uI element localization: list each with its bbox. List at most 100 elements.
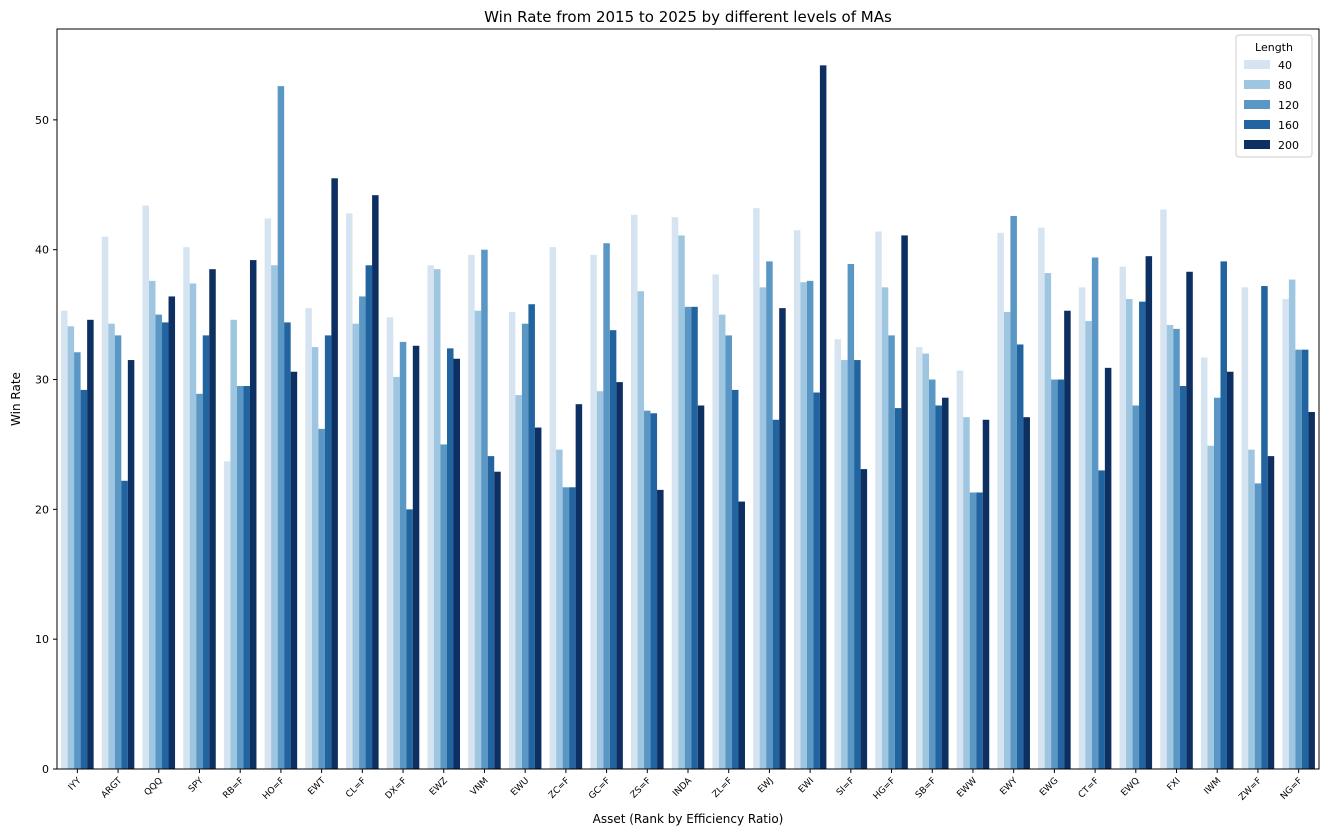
bar-EWZ-80 <box>433 269 441 769</box>
bar-ZC=F-200 <box>575 404 583 769</box>
bar-EWQ-160 <box>1139 301 1146 769</box>
bar-CL=F-160 <box>365 265 373 769</box>
x-tick-label-EWT: EWT <box>306 776 328 798</box>
y-axis: 0 10 20 30 40 50 <box>35 114 57 776</box>
bar-EWJ-80 <box>759 287 767 769</box>
x-tick-label-SI=F: SI=F <box>835 776 857 798</box>
bar-EWQ-40 <box>1119 266 1127 769</box>
x-tick-label-EWQ: EWQ <box>1120 776 1142 798</box>
bar-HO=F-40 <box>264 218 272 770</box>
bar-IWM-120 <box>1213 397 1221 769</box>
bar-EWI-40 <box>793 230 801 770</box>
y-tick-label: 20 <box>35 503 49 516</box>
bar-QQQ-120 <box>155 314 163 769</box>
bar-HG=F-80 <box>881 287 889 769</box>
bar-EWY-40 <box>997 232 1004 769</box>
x-tick-label-ZW=F: ZW=F <box>1237 776 1264 803</box>
bar-CL=F-80 <box>352 323 360 769</box>
bar-ZW=F-160 <box>1261 286 1268 769</box>
bar-INDA-80 <box>678 235 685 770</box>
x-tick-label-NG=F: NG=F <box>1279 776 1305 802</box>
x-tick-label-SB=F: SB=F <box>914 776 938 800</box>
bar-EWT-120 <box>318 428 325 769</box>
bar-EWW-160 <box>976 492 983 769</box>
bar-IWM-40 <box>1200 357 1208 769</box>
bar-QQQ-200 <box>168 296 176 769</box>
bar-IYY-200 <box>87 319 94 769</box>
bar-ZW=F-200 <box>1267 456 1275 769</box>
x-tick-label-DX=F: DX=F <box>384 776 409 801</box>
bar-ZC=F-120 <box>562 487 570 769</box>
bar-EWG-200 <box>1064 310 1071 769</box>
x-tick-label-EWW: EWW <box>955 776 979 800</box>
bar-GC=F-120 <box>603 243 610 769</box>
bar-EWT-200 <box>331 178 338 770</box>
bar-EWJ-120 <box>766 261 773 769</box>
bar-ZL=F-120 <box>725 335 732 769</box>
legend-label-80: 80 <box>1278 79 1292 92</box>
chart-title: Win Rate from 2015 to 2025 by different … <box>484 8 892 26</box>
x-axis: IYY ARGT QQQ SPY RB=F HO=F EWT CL=F DX=F EWZ VNM EW… <box>67 769 1305 803</box>
bar-SPY-80 <box>189 283 197 769</box>
bar-ZS=F-40 <box>631 214 638 769</box>
bar-EWY-80 <box>1003 312 1011 769</box>
y-tick-label: 40 <box>35 244 49 257</box>
bar-EWQ-80 <box>1126 299 1133 769</box>
x-tick-label-EWU: EWU <box>509 776 531 798</box>
bar-ARGT-80 <box>108 323 115 769</box>
bar-DX=F-120 <box>399 341 407 769</box>
bar-SI=F-120 <box>847 263 855 769</box>
bar-CT=F-160 <box>1098 470 1105 769</box>
bar-EWT-160 <box>324 335 332 769</box>
bar-CT=F-40 <box>1078 287 1086 769</box>
legend-swatch-120 <box>1244 100 1270 109</box>
bar-EWW-200 <box>982 419 990 769</box>
x-tick-label-FXI: FXI <box>1166 776 1183 793</box>
bar-EWU-160 <box>528 304 535 769</box>
bar-NG=F-160 <box>1301 349 1309 769</box>
x-tick-label-EWJ: EWJ <box>756 776 775 795</box>
bar-SB=F-200 <box>942 397 949 769</box>
bar-ARGT-160 <box>121 480 128 769</box>
legend-swatch-80 <box>1244 80 1270 89</box>
bar-HG=F-40 <box>875 231 882 769</box>
bar-ZC=F-160 <box>569 487 576 769</box>
x-tick-label-ZL=F: ZL=F <box>711 776 735 800</box>
bar-FXI-160 <box>1179 386 1187 769</box>
x-tick-label-CL=F: CL=F <box>344 776 368 800</box>
bar-DX=F-80 <box>393 376 400 769</box>
legend-title: Length <box>1255 41 1293 54</box>
x-tick-label-RB=F: RB=F <box>221 776 246 801</box>
bar-EWT-80 <box>311 347 319 769</box>
bar-SPY-200 <box>209 269 216 769</box>
bar-EWI-120 <box>806 280 814 769</box>
bar-RB=F-200 <box>249 260 257 769</box>
y-tick-label: 50 <box>35 114 49 127</box>
bar-VNM-200 <box>494 471 501 769</box>
bar-EWI-80 <box>800 282 807 769</box>
bar-IYY-160 <box>80 389 88 769</box>
bar-ARGT-200 <box>127 360 135 769</box>
x-tick-label-EWY: EWY <box>999 776 1021 798</box>
bar-EWU-200 <box>534 427 542 769</box>
bar-EWZ-120 <box>440 444 447 769</box>
bar-HG=F-120 <box>888 335 895 769</box>
x-tick-label-EWG: EWG <box>1038 776 1060 798</box>
bar-VNM-40 <box>468 254 475 769</box>
legend: Length 40 80 120 160 200 <box>1235 34 1313 158</box>
bar-EWG-120 <box>1051 379 1058 769</box>
bar-SI=F-40 <box>834 339 842 769</box>
legend-swatch-200 <box>1244 140 1270 149</box>
bar-EWJ-40 <box>753 208 760 769</box>
bar-EWY-120 <box>1010 215 1017 769</box>
bar-INDA-40 <box>671 217 679 769</box>
bar-SPY-160 <box>202 335 210 769</box>
bar-FXI-200 <box>1186 271 1193 769</box>
bar-ARGT-40 <box>101 236 109 770</box>
bar-NG=F-120 <box>1295 349 1302 769</box>
bar-SI=F-80 <box>841 360 848 769</box>
bar-NG=F-80 <box>1288 279 1296 769</box>
bar-EWW-40 <box>956 370 964 769</box>
bar-SB=F-80 <box>922 353 929 769</box>
bar-GC=F-40 <box>590 254 597 769</box>
